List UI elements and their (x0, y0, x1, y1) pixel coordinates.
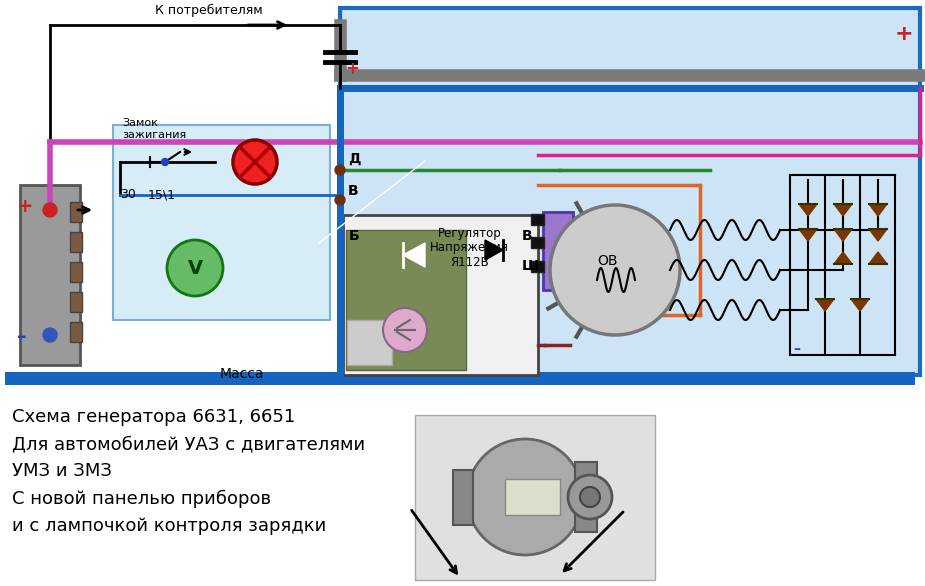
Bar (70, 232, 82, 252)
Circle shape (580, 487, 600, 507)
Text: V: V (188, 258, 203, 278)
Circle shape (335, 165, 345, 175)
Circle shape (335, 195, 345, 205)
Text: 30: 30 (120, 188, 136, 201)
Bar (505, 479, 560, 515)
Polygon shape (869, 204, 887, 216)
Text: В: В (348, 184, 359, 198)
Bar (70, 292, 82, 312)
Polygon shape (403, 243, 425, 267)
Polygon shape (834, 204, 852, 216)
Polygon shape (869, 229, 887, 241)
Circle shape (550, 205, 680, 335)
Text: Ш: Ш (522, 259, 539, 273)
Text: В: В (522, 229, 533, 243)
Text: К потребителям: К потребителям (155, 4, 263, 17)
Circle shape (43, 203, 57, 217)
Bar (70, 202, 82, 222)
Circle shape (383, 308, 427, 352)
Circle shape (43, 328, 57, 342)
Circle shape (232, 139, 278, 185)
Text: Масса: Масса (220, 367, 265, 381)
Bar (347, 320, 392, 365)
Bar (346, 230, 466, 370)
Polygon shape (834, 252, 852, 264)
Polygon shape (799, 204, 817, 216)
Text: Д: Д (348, 152, 361, 166)
Text: ОВ: ОВ (597, 254, 618, 268)
Text: Замок
зажигания: Замок зажигания (122, 118, 186, 140)
Polygon shape (485, 240, 503, 260)
Circle shape (167, 240, 223, 296)
Circle shape (162, 158, 168, 165)
Bar (343, 215, 538, 375)
Bar (113, 125, 330, 320)
Text: Схема генератора 6631, 6651
Для автомобилей УАЗ с двигателями
УМЗ и ЗМЗ
С новой : Схема генератора 6631, 6651 Для автомоби… (12, 408, 365, 535)
Text: +: + (345, 60, 359, 78)
Circle shape (467, 439, 583, 555)
Text: +: + (17, 197, 33, 216)
Bar (575, 462, 597, 532)
Bar (20, 185, 80, 365)
Text: +: + (895, 24, 914, 44)
Text: –: – (17, 328, 27, 346)
Text: 15\1: 15\1 (148, 188, 176, 201)
Bar (531, 214, 544, 225)
Circle shape (233, 140, 277, 184)
Polygon shape (834, 229, 852, 241)
Bar (531, 261, 544, 272)
Bar (70, 322, 82, 342)
Bar (453, 470, 473, 525)
Bar (543, 212, 573, 290)
Circle shape (568, 475, 612, 519)
Polygon shape (869, 252, 887, 264)
Polygon shape (816, 299, 834, 311)
Polygon shape (851, 299, 869, 311)
Text: –: – (793, 342, 800, 356)
Bar (415, 415, 655, 580)
Bar (340, 8, 920, 375)
Bar (5, 372, 915, 385)
Bar (70, 262, 82, 282)
Text: Б: Б (349, 229, 360, 243)
Text: Регулятор
Напряжения
Я112В: Регулятор Напряжения Я112В (430, 227, 509, 270)
Polygon shape (799, 229, 817, 241)
Bar (531, 237, 544, 248)
